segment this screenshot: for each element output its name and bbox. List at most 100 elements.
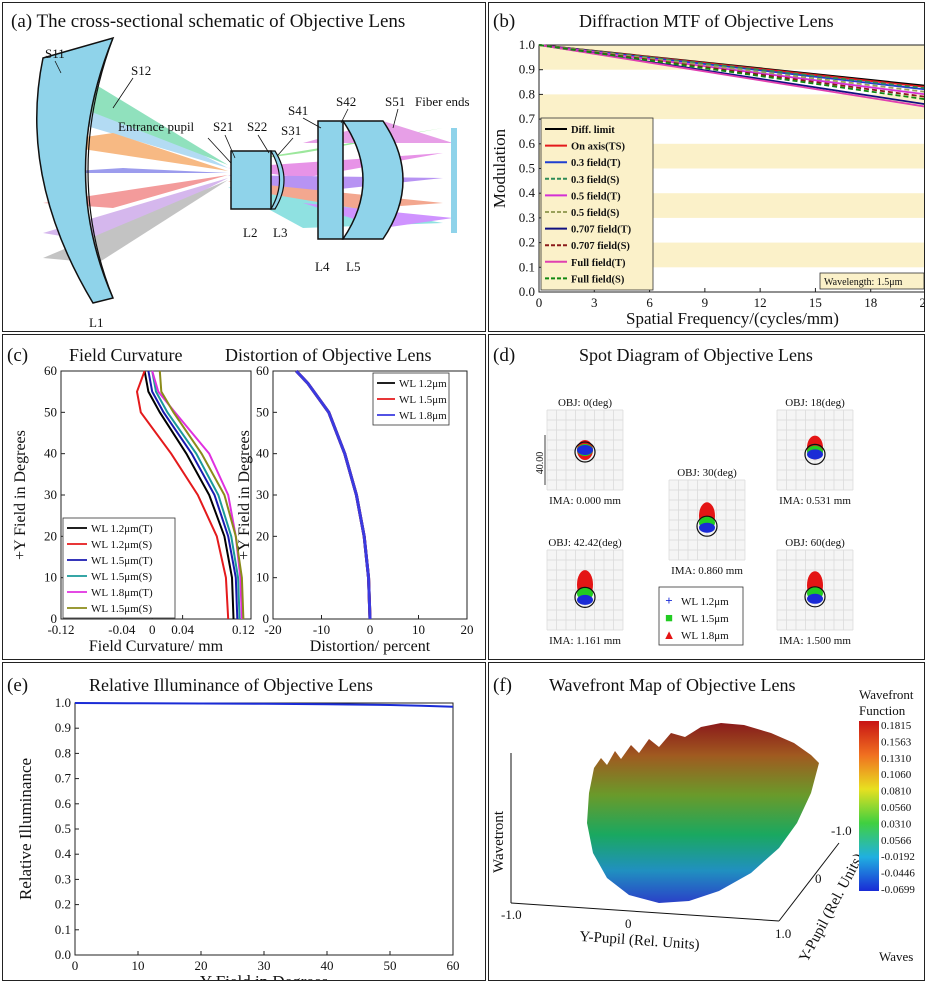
spot-blue (807, 449, 823, 460)
series-line (538, 44, 924, 108)
panel-spot-diagram: (d) Spot Diagram of Objective Lens OBJ: … (488, 334, 925, 660)
spot-obj-label: OBJ: 60(deg) (785, 537, 845, 549)
mtf-legend-label: 0.5 field(S) (571, 208, 620, 219)
label-fiber-ends: Fiber ends (415, 94, 470, 109)
series-line (74, 702, 454, 708)
panel-lens-schematic: (a) The cross-sectional schematic of Obj… (2, 2, 486, 332)
spot-airy-circle (574, 441, 596, 463)
wf-axis-y1: Y-Pupil (Rel. Units) (579, 929, 700, 953)
x-tick-label: 60 (447, 958, 460, 973)
y-tick-label: 0.2 (55, 897, 71, 912)
y-tick-label: 20 (44, 528, 57, 543)
y-tick-label: 40 (256, 446, 269, 461)
series-line (538, 44, 924, 100)
dist-title: Distortion of Objective Lens (225, 345, 431, 365)
spot-obj-label: OBJ: 0(deg) (558, 397, 612, 409)
spot-blue (807, 593, 823, 604)
field-distortion-chart: (c) Field Curvature Distortion of Object… (7, 345, 474, 655)
label-s21: S21 (213, 119, 233, 134)
lens-schematic-svg: (a) The cross-sectional schematic of Obj… (11, 11, 470, 330)
x-tick-label: 0 (72, 958, 79, 973)
y-tick-label: 20 (256, 528, 269, 543)
y-tick-label: 0.7 (519, 111, 536, 126)
wf-colorbar-tick: 0.0310 (881, 818, 912, 830)
y-tick-label: 60 (256, 363, 269, 378)
x-tick-label: 0.12 (232, 622, 255, 637)
label-s12: S12 (131, 63, 151, 78)
label-l4: L4 (315, 259, 330, 274)
x-tick-label: 50 (384, 958, 397, 973)
spot-title: Spot Diagram of Objective Lens (579, 345, 813, 365)
spot-blue (577, 594, 593, 605)
spot-cell: OBJ: 0(deg) IMA: 0.000 mm (546, 397, 624, 507)
y-tick-label: 0 (51, 611, 58, 626)
panel-a-title: (a) The cross-sectional schematic of Obj… (11, 11, 405, 32)
x-tick-label: -0.04 (108, 622, 136, 637)
mtf-legend-label: 0.5 field(T) (571, 191, 621, 202)
mtf-legend-label: On axis(TS) (571, 142, 625, 153)
wf-colorbar-tick: 0.1060 (881, 769, 912, 781)
spot-legend-label: WL 1.2μm (681, 596, 729, 608)
dist-legend-label: WL 1.5μm (399, 394, 447, 406)
wf-colorbar-tick: 0.0566 (881, 835, 912, 847)
spot-blue (577, 445, 593, 455)
spot-airy-circle (804, 586, 826, 608)
y-tick-label: 0.2 (519, 235, 535, 250)
x-tick-label: 6 (646, 295, 653, 310)
x-tick-label: 9 (702, 295, 709, 310)
x-tick-label: 3 (591, 295, 598, 310)
fc-legend-label: WL 1.5μm(S) (91, 571, 152, 583)
spot-blue (699, 522, 715, 533)
y-axis-label: +Y Field in Degrees (236, 430, 253, 560)
y-tick-label: 0.1 (519, 259, 535, 274)
y-tick-label: 0.5 (55, 821, 71, 836)
spot-ima-label: IMA: 1.161 mm (549, 635, 621, 647)
wf-tick-neg1-b: -1.0 (831, 823, 852, 838)
wf-colorbar-tick: -0.0699 (881, 884, 915, 896)
label-s31: S31 (281, 123, 301, 138)
spot-cell: OBJ: 18(deg) IMA: 0.531 mm (776, 397, 854, 507)
dist-legend-label: WL 1.8μm (399, 410, 447, 422)
wf-tick-pos1-a: 1.0 (775, 926, 791, 941)
series-line (147, 370, 239, 620)
label-s42: S42 (336, 94, 356, 109)
mtf-legend-label: Full field(T) (571, 258, 626, 269)
mtf-legend-label: 0.707 field(S) (571, 241, 630, 252)
y-axis-label: Relative Illuminance (16, 758, 35, 900)
lens-l5 (341, 120, 404, 240)
y-axis-label: +Y Field in Degrees (12, 430, 29, 560)
panel-mtf: (b) Diffraction MTF of Objective Lens 0.… (488, 2, 925, 332)
wf-title: Wavefront Map of Objective Lens (549, 675, 795, 695)
mtf-title: Diffraction MTF of Objective Lens (579, 11, 834, 31)
y-tick-label: 1.0 (519, 37, 535, 52)
spot-ima-label: IMA: 0.531 mm (779, 495, 851, 507)
y-tick-label: 30 (256, 487, 269, 502)
wf-colorbar-tick: 0.1563 (881, 736, 912, 748)
y-tick-label: 10 (256, 570, 269, 585)
y-tick-label: 0.9 (55, 720, 71, 735)
x-tick-label: 10 (412, 622, 425, 637)
x-axis-label: Distortion/ percent (310, 638, 431, 655)
wf-units: Waves (879, 949, 913, 964)
fc-legend-label: WL 1.5μm(T) (91, 555, 153, 567)
wf-axis-y2: Y-Pupil (Rel. Units) (796, 851, 867, 965)
mtf-wavelength-box (819, 272, 924, 290)
y-tick-label: 0.6 (55, 796, 72, 811)
spot-ima-label: IMA: 0.000 mm (549, 495, 621, 507)
spot-legend-label: WL 1.8μm (681, 630, 729, 642)
series-line (295, 369, 372, 620)
series-line (295, 369, 372, 620)
wf-colorbar-title2: Function (859, 703, 906, 718)
plot-frame (74, 702, 454, 956)
x-tick-label: -0.12 (47, 622, 74, 637)
mtf-wavelength-note: Wavelength: 1.5μm (824, 277, 903, 288)
wf-tick-zero-b: 0 (815, 871, 822, 886)
x-axis-label: Spatial Frequency/(cycles/mm) (626, 309, 839, 328)
lens-l4 (317, 120, 344, 240)
x-tick-label: 21 (920, 295, 926, 310)
fc-legend-label: WL 1.2μm(T) (91, 523, 153, 535)
series-line (135, 370, 230, 620)
y-tick-label: 0.0 (519, 284, 535, 299)
x-tick-label: -20 (264, 622, 281, 637)
spot-legend-marker: + (665, 593, 672, 608)
